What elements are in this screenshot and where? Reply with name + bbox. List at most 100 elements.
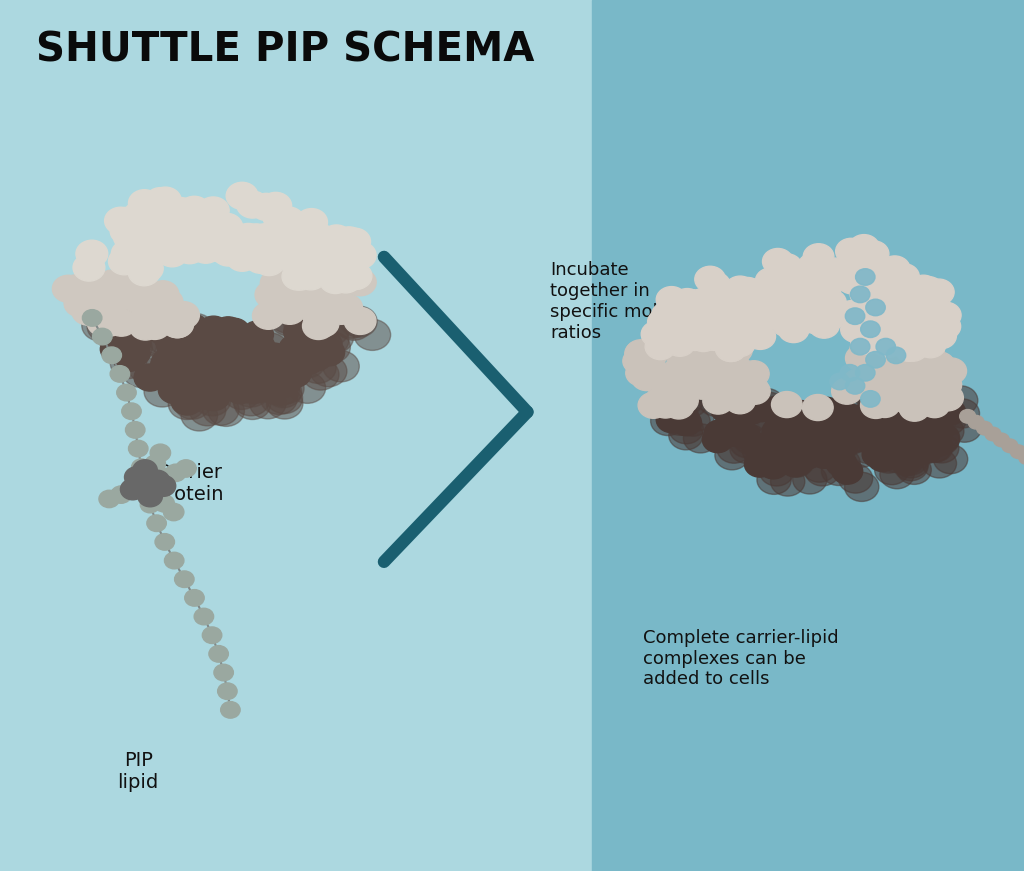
Circle shape (280, 361, 311, 388)
Circle shape (131, 238, 164, 265)
Circle shape (894, 421, 925, 447)
Circle shape (626, 340, 656, 366)
Circle shape (705, 420, 735, 446)
Circle shape (849, 240, 880, 266)
Circle shape (93, 302, 130, 334)
Circle shape (272, 207, 304, 234)
Circle shape (669, 415, 703, 444)
Circle shape (826, 449, 860, 477)
Circle shape (262, 314, 299, 345)
Circle shape (280, 334, 311, 362)
Circle shape (887, 270, 918, 296)
Circle shape (906, 280, 936, 307)
Circle shape (868, 363, 899, 389)
Circle shape (212, 239, 244, 266)
Circle shape (224, 361, 256, 388)
Circle shape (690, 297, 721, 323)
Circle shape (240, 340, 276, 370)
Circle shape (302, 313, 334, 340)
Circle shape (849, 418, 883, 448)
Circle shape (209, 357, 241, 384)
Circle shape (758, 453, 788, 479)
Circle shape (899, 405, 930, 431)
Circle shape (856, 365, 874, 381)
Circle shape (867, 415, 902, 444)
Circle shape (161, 311, 193, 338)
Circle shape (804, 437, 839, 466)
Circle shape (892, 306, 923, 332)
Circle shape (680, 350, 711, 375)
Circle shape (672, 350, 702, 376)
Circle shape (174, 350, 206, 377)
Circle shape (740, 308, 771, 334)
Circle shape (709, 279, 739, 305)
Circle shape (763, 300, 794, 326)
Circle shape (780, 420, 810, 446)
Circle shape (777, 308, 808, 334)
Circle shape (242, 321, 273, 348)
Circle shape (198, 359, 234, 390)
Circle shape (102, 347, 122, 363)
Circle shape (860, 393, 891, 418)
Circle shape (191, 341, 223, 368)
Circle shape (874, 342, 904, 368)
Circle shape (145, 456, 166, 472)
Circle shape (87, 303, 124, 334)
Circle shape (139, 313, 171, 340)
Circle shape (665, 402, 699, 432)
Circle shape (748, 287, 778, 313)
Circle shape (278, 287, 309, 314)
Circle shape (1019, 451, 1024, 464)
Circle shape (92, 328, 112, 345)
Circle shape (874, 297, 905, 323)
Circle shape (666, 354, 696, 381)
Circle shape (927, 395, 962, 423)
Circle shape (282, 268, 313, 295)
Circle shape (193, 382, 224, 409)
Circle shape (851, 287, 870, 303)
Circle shape (216, 339, 248, 366)
Circle shape (103, 282, 135, 309)
Circle shape (1001, 439, 1018, 453)
Circle shape (873, 306, 904, 332)
Circle shape (894, 335, 925, 361)
Circle shape (913, 296, 944, 322)
Circle shape (878, 282, 908, 308)
Circle shape (148, 324, 185, 355)
Circle shape (878, 291, 908, 317)
Circle shape (97, 321, 134, 352)
Circle shape (846, 308, 864, 324)
Circle shape (799, 299, 829, 325)
Circle shape (145, 470, 170, 491)
Circle shape (799, 307, 829, 333)
Circle shape (909, 435, 940, 461)
Circle shape (313, 233, 345, 260)
Circle shape (140, 466, 161, 483)
Circle shape (226, 350, 262, 381)
Circle shape (778, 316, 809, 342)
Circle shape (862, 442, 893, 468)
Circle shape (181, 341, 213, 368)
Circle shape (764, 395, 794, 422)
Circle shape (184, 324, 216, 351)
Circle shape (833, 458, 862, 484)
Circle shape (709, 381, 739, 407)
Circle shape (686, 373, 717, 399)
Circle shape (142, 197, 174, 224)
Circle shape (296, 290, 328, 317)
Circle shape (714, 307, 744, 333)
Circle shape (258, 343, 290, 370)
Circle shape (869, 353, 900, 379)
Circle shape (936, 358, 967, 384)
Circle shape (744, 323, 775, 349)
Circle shape (87, 309, 119, 336)
Circle shape (796, 420, 826, 446)
Circle shape (866, 429, 897, 456)
Circle shape (945, 399, 980, 428)
Circle shape (924, 279, 954, 305)
Circle shape (811, 257, 842, 283)
Circle shape (674, 358, 705, 384)
Circle shape (901, 428, 936, 457)
Circle shape (189, 236, 221, 263)
Circle shape (879, 434, 913, 463)
